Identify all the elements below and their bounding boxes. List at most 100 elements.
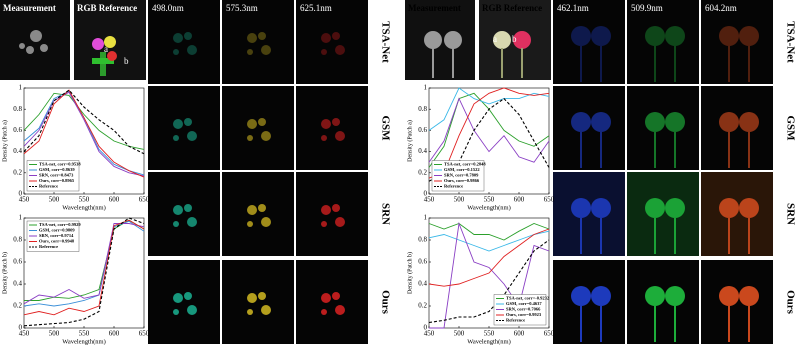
y-tick-label: 0 xyxy=(424,190,428,198)
series-line xyxy=(23,89,145,155)
flower xyxy=(739,112,759,132)
flower xyxy=(247,33,257,43)
patch-label: a xyxy=(104,44,108,54)
band-content xyxy=(321,204,345,227)
flower xyxy=(591,26,611,46)
flower xyxy=(187,305,197,315)
wavelength-label: 604.2nm xyxy=(705,3,737,13)
flower xyxy=(247,119,257,129)
stem xyxy=(674,218,676,254)
y-tick-label: 0.8 xyxy=(418,236,427,244)
flower xyxy=(173,33,183,43)
y-axis-label: Density (Patch b) xyxy=(1,252,8,294)
legend-label: Reference xyxy=(39,244,58,249)
flower xyxy=(173,221,179,227)
stem xyxy=(654,306,656,342)
series-line xyxy=(23,219,145,316)
wavelength-label: 625.1nm xyxy=(300,3,332,13)
y-tick-label: 0.8 xyxy=(13,105,22,113)
stem xyxy=(674,132,676,168)
band-content xyxy=(719,26,759,82)
flower xyxy=(173,293,183,303)
flower xyxy=(258,118,266,126)
flower xyxy=(571,26,591,46)
flower xyxy=(665,286,685,306)
stem xyxy=(654,132,656,168)
series-line xyxy=(428,230,550,252)
series-line xyxy=(23,92,145,150)
x-tick-label: 450 xyxy=(19,330,30,338)
stem xyxy=(580,132,582,168)
flower xyxy=(247,49,253,55)
stem xyxy=(600,132,602,168)
band-image xyxy=(296,0,368,84)
stem xyxy=(728,306,730,342)
y-tick-label: 0.4 xyxy=(13,147,22,155)
series-line xyxy=(23,223,145,305)
flower xyxy=(173,119,183,129)
stem xyxy=(600,218,602,254)
flower xyxy=(739,198,759,218)
flower xyxy=(321,135,327,141)
legend-label: Reference xyxy=(444,184,463,189)
flower xyxy=(258,32,266,40)
band-image xyxy=(148,86,220,170)
series-line xyxy=(428,239,550,324)
flower xyxy=(321,205,331,215)
flower xyxy=(247,309,253,315)
method-label: Ours xyxy=(784,290,796,315)
legend-label: SRN, corr=0.7809 xyxy=(444,173,479,178)
flower xyxy=(321,119,331,129)
measurement-flowers xyxy=(19,30,48,54)
flower xyxy=(332,32,340,40)
flower xyxy=(591,286,611,306)
measurement-label: Measurement xyxy=(408,3,461,13)
x-tick-label: 600 xyxy=(109,330,120,338)
method-label: GSM xyxy=(784,115,796,141)
y-tick-label: 0.8 xyxy=(418,105,427,113)
legend-label: TSA-net, corr=0.9538 xyxy=(39,162,81,167)
stem xyxy=(600,46,602,82)
stem xyxy=(654,218,656,254)
y-tick-label: 0 xyxy=(19,324,23,332)
wavelength-label: 498.0nm xyxy=(152,3,184,13)
x-tick-label: 550 xyxy=(79,196,90,204)
rgb-reference-flowers xyxy=(92,36,117,76)
band-content xyxy=(173,118,197,141)
patch-label: a xyxy=(493,34,497,44)
flower xyxy=(335,45,345,55)
method-label: TSA-Net xyxy=(784,21,796,63)
band-content xyxy=(719,286,759,342)
band-image xyxy=(148,172,220,256)
flower xyxy=(261,131,271,141)
flower xyxy=(665,112,685,132)
y-tick-label: 0.2 xyxy=(418,302,427,310)
flower xyxy=(571,112,591,132)
stem xyxy=(748,218,750,254)
legend-label: Ours, corr=0.9866 xyxy=(444,178,480,183)
x-tick-label: 650 xyxy=(139,330,150,338)
method-label: Ours xyxy=(379,290,391,315)
legend-label: GSM, corr=0.4637 xyxy=(506,301,542,306)
x-tick-label: 500 xyxy=(454,196,465,204)
flower xyxy=(335,131,345,141)
patch-label: b xyxy=(124,56,129,66)
flower xyxy=(258,204,266,212)
legend-label: Reference xyxy=(506,318,525,323)
y-axis-label: Density (Patch a) xyxy=(406,120,413,162)
stem xyxy=(674,46,676,82)
flower xyxy=(665,26,685,46)
flower xyxy=(184,292,192,300)
flower xyxy=(571,198,591,218)
band-content xyxy=(571,286,611,342)
flower xyxy=(321,33,331,43)
x-tick-label: 600 xyxy=(514,330,525,338)
x-tick-label: 500 xyxy=(49,330,60,338)
x-tick-label: 600 xyxy=(109,196,120,204)
y-tick-label: 1 xyxy=(19,84,23,92)
legend-label: GSM, corr=0.8639 xyxy=(39,167,75,172)
method-label: GSM xyxy=(379,115,391,141)
x-tick-label: 650 xyxy=(544,196,555,204)
y-tick-label: 0 xyxy=(424,324,428,332)
band-image xyxy=(222,260,294,344)
